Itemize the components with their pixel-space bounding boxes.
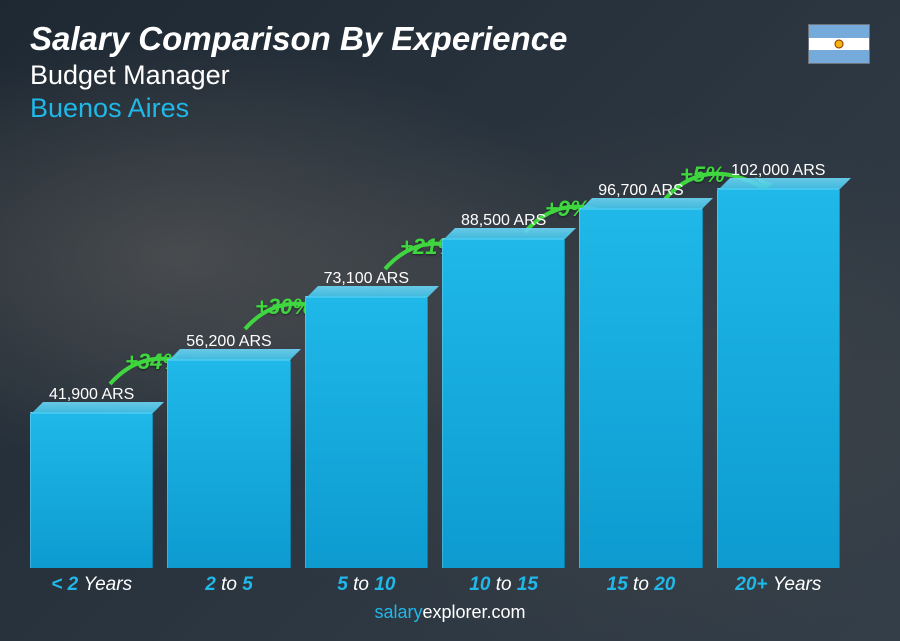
bar-group: 96,700 ARS [579,182,702,568]
x-label: 20+ Years [717,574,840,596]
brand-rest: explorer.com [422,602,525,622]
bar [579,208,702,568]
x-label-prefix: 2 [205,574,216,595]
x-label-mid: to [496,574,512,595]
x-label: 5 to 10 [305,574,428,596]
x-label-suffix: 20 [654,574,675,595]
x-label-suffix: 5 [242,574,253,595]
chart-subtitle: Budget Manager [30,60,870,91]
bar-group: 73,100 ARS [305,270,428,568]
x-label-prefix: 20+ [735,574,767,595]
x-label-prefix: 5 [337,574,348,595]
bar-group: 88,500 ARS [442,212,565,568]
x-label: 15 to 20 [579,574,702,596]
chart-title: Salary Comparison By Experience [30,20,870,58]
bar [305,296,428,568]
x-label: 2 to 5 [167,574,290,596]
x-label-prefix: 10 [469,574,490,595]
x-label-prefix: 15 [607,574,628,595]
header: Salary Comparison By Experience Budget M… [30,20,870,124]
flag-icon [808,24,870,64]
bar-group: 41,900 ARS [30,386,153,568]
x-label-suffix: Years [773,574,822,595]
bar-group: 56,200 ARS [167,333,290,568]
x-label: 10 to 15 [442,574,565,596]
bar [442,238,565,568]
bar-group: 102,000 ARS [717,162,840,568]
footer-brand: salaryexplorer.com [30,596,870,623]
bar [30,412,153,568]
x-label: < 2 Years [30,574,153,596]
chart-location: Buenos Aires [30,93,870,124]
brand-accent: salary [374,602,422,622]
chart-container: Salary Comparison By Experience Budget M… [0,0,900,641]
bar-value-label: 56,200 ARS [186,333,271,351]
bar [167,359,290,568]
x-label-mid: to [633,574,649,595]
x-label-suffix: Years [83,574,132,595]
bar [717,188,840,568]
x-axis-labels: < 2 Years 2 to 5 5 to 10 10 to 15 15 to [30,574,840,596]
chart-area: Average Monthly Salary +34% +30% +21% +9… [30,134,870,596]
bar-value-label: 73,100 ARS [324,270,409,288]
bars-row: 41,900 ARS 56,200 ARS 73,100 ARS 88,500 … [30,138,840,568]
x-label-suffix: 10 [374,574,395,595]
x-label-mid: to [221,574,237,595]
x-label-mid: to [353,574,369,595]
x-label-suffix: 15 [517,574,538,595]
x-label-prefix: < 2 [51,574,78,595]
